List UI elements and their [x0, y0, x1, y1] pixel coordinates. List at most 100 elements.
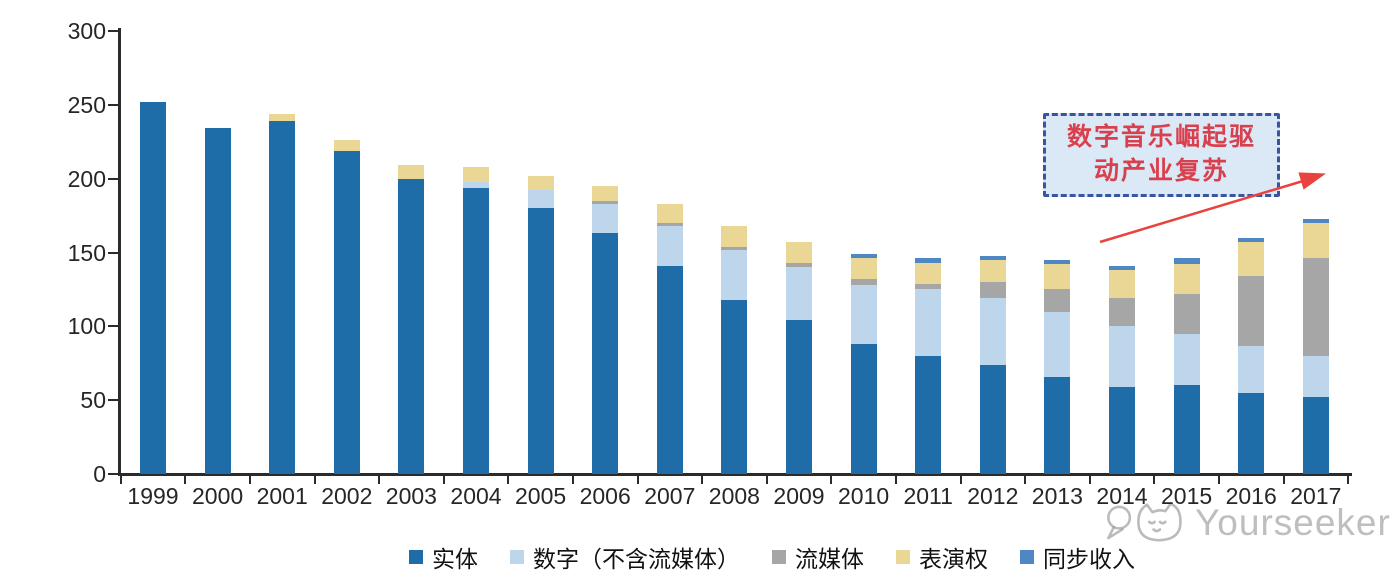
- legend-swatch-icon: [896, 550, 910, 564]
- bar-segment-实体: [398, 178, 425, 474]
- bar-segment-数字（不含流媒体）: [915, 289, 942, 356]
- y-axis-tick: [108, 251, 118, 254]
- x-axis-label: 2005: [515, 483, 567, 509]
- legend-item-数字（不含流媒体）: 数字（不含流媒体）: [510, 540, 740, 574]
- x-axis-label: 2013: [1031, 483, 1083, 509]
- bar-segment-表演权: [592, 186, 619, 201]
- bar-segment-实体: [1109, 386, 1135, 474]
- bar-segment-同步收入: [1109, 265, 1135, 271]
- bar-segment-同步收入: [915, 258, 942, 263]
- x-axis-label: 2009: [773, 483, 825, 509]
- bar-2005: [527, 175, 554, 474]
- bar-segment-数字（不含流媒体）: [656, 225, 683, 266]
- bar-segment-表演权: [1109, 270, 1135, 299]
- x-axis-tick: [184, 476, 187, 484]
- legend-label: 流媒体: [795, 547, 864, 572]
- x-axis-label: 2012: [967, 483, 1019, 509]
- bar-segment-表演权: [786, 242, 812, 263]
- y-axis-tick: [108, 177, 118, 180]
- bar-segment-流媒体: [1302, 258, 1329, 356]
- bar-segment-表演权: [656, 203, 683, 223]
- bar-segment-表演权: [527, 175, 554, 191]
- bar-segment-流媒体: [1109, 298, 1135, 327]
- bar-segment-流媒体: [656, 222, 683, 226]
- bar-segment-表演权: [850, 258, 877, 280]
- x-axis-label: 2017: [1290, 483, 1342, 509]
- y-axis-label: 300: [67, 18, 106, 44]
- bar-segment-同步收入: [1238, 237, 1265, 243]
- y-axis-tick: [108, 399, 118, 402]
- bar-segment-实体: [1238, 392, 1265, 474]
- x-axis-label: 2014: [1096, 483, 1148, 509]
- annotation-callout: 数字音乐崛起驱 动产业复苏: [1043, 113, 1280, 197]
- x-axis-line: [118, 473, 1352, 476]
- legend-item-同步收入: 同步收入: [1020, 540, 1135, 574]
- bar-segment-数字（不含流媒体）: [979, 298, 1006, 365]
- legend-swatch-icon: [510, 550, 524, 564]
- x-axis-tick: [1153, 476, 1156, 484]
- bar-segment-实体: [140, 101, 166, 474]
- bar-segment-实体: [786, 320, 812, 474]
- annotation-text-line1: 数字音乐崛起驱: [1066, 124, 1256, 151]
- y-axis-label: 100: [67, 313, 106, 340]
- arrow-head: [1298, 172, 1326, 190]
- x-axis-label: 2015: [1161, 483, 1213, 509]
- bar-segment-表演权: [1173, 264, 1200, 294]
- bar-segment-表演权: [1044, 264, 1071, 290]
- bar-segment-流媒体: [1044, 289, 1071, 312]
- bar-2001: [269, 113, 296, 474]
- x-axis-label: 2004: [450, 483, 502, 509]
- x-axis-tick: [1347, 476, 1350, 484]
- bar-segment-实体: [204, 128, 231, 474]
- y-axis-label: 250: [67, 91, 106, 118]
- bar-2006: [592, 186, 619, 474]
- x-axis-tick: [894, 476, 897, 484]
- bar-2002: [333, 140, 360, 474]
- x-axis-label: 1999: [127, 483, 179, 509]
- x-axis-tick: [1088, 476, 1091, 484]
- bar-segment-表演权: [463, 166, 489, 182]
- bar-segment-表演权: [1238, 242, 1265, 277]
- y-axis-tick: [108, 30, 118, 32]
- bar-segment-数字（不含流媒体）: [1302, 355, 1329, 398]
- x-axis-label: 2003: [385, 483, 437, 509]
- bar-2000: [204, 128, 231, 474]
- x-axis-tick: [571, 476, 574, 484]
- legend: 实体 数字（不含流媒体） 流媒体 表演权 同步收入: [146, 540, 1398, 574]
- legend-label: 表演权: [919, 547, 988, 572]
- y-axis-label: 200: [67, 165, 106, 192]
- bar-segment-实体: [463, 187, 489, 474]
- bar-segment-表演权: [915, 262, 942, 284]
- bar-segment-数字（不含流媒体）: [721, 249, 748, 300]
- bar-segment-实体: [1044, 376, 1071, 474]
- x-axis-label: 2000: [192, 483, 244, 509]
- bar-segment-同步收入: [1044, 259, 1071, 265]
- y-axis-label: 150: [67, 239, 106, 266]
- bar-segment-流媒体: [1173, 293, 1200, 334]
- bar-2012: [979, 255, 1006, 474]
- bar-2009: [786, 242, 812, 474]
- legend-swatch-icon: [409, 550, 423, 564]
- x-axis-label: 2010: [838, 483, 890, 509]
- bar-segment-数字（不含流媒体）: [592, 203, 619, 234]
- bar-2015: [1173, 258, 1200, 474]
- bar-1999: [140, 101, 166, 474]
- y-axis-tick: [108, 325, 118, 328]
- bar-segment-实体: [1302, 397, 1329, 474]
- bar-2008: [721, 225, 748, 474]
- x-axis-tick: [1217, 476, 1220, 484]
- bar-segment-实体: [269, 121, 296, 474]
- bar-2013: [1044, 259, 1071, 474]
- bar-segment-实体: [656, 265, 683, 474]
- cat-logo-icon: [1107, 502, 1182, 542]
- x-axis-tick: [119, 476, 122, 484]
- bar-segment-数字（不含流媒体）: [463, 181, 489, 188]
- x-axis-tick: [378, 476, 381, 484]
- bar-segment-流媒体: [915, 283, 942, 290]
- x-axis-tick: [442, 476, 445, 484]
- bar-segment-数字（不含流媒体）: [527, 190, 554, 209]
- bar-segment-数字（不含流媒体）: [786, 267, 812, 321]
- bar-2004: [463, 166, 489, 474]
- y-axis-tick: [108, 103, 118, 106]
